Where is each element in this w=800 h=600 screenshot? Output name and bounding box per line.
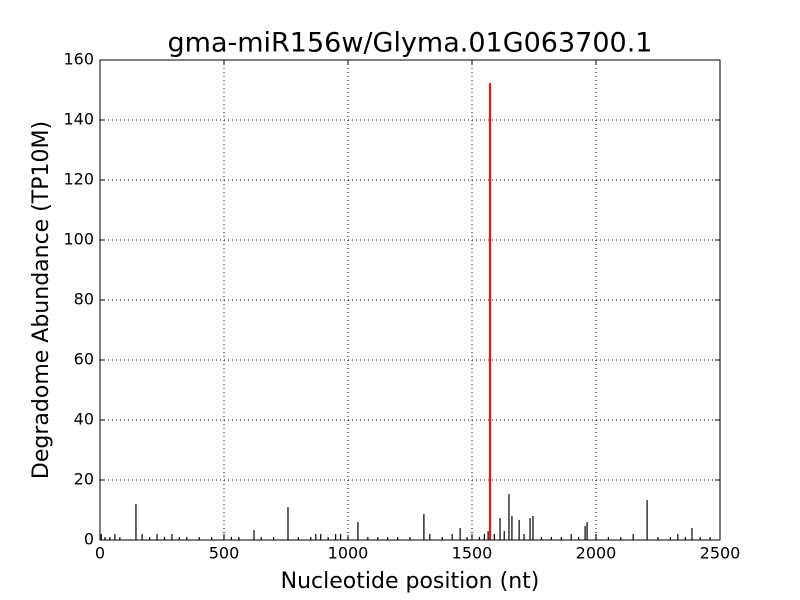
y-tick-label: 0	[84, 530, 94, 549]
chart-title: gma-miR156w/Glyma.01G063700.1	[168, 28, 653, 59]
x-tick-label: 1000	[328, 544, 369, 563]
y-tick-label: 100	[63, 230, 94, 249]
y-tick-label: 60	[74, 350, 94, 369]
x-tick-label: 2500	[700, 544, 741, 563]
y-tick-label: 80	[74, 290, 94, 309]
x-tick-label: 1500	[452, 544, 493, 563]
x-axis-label: Nucleotide position (nt)	[281, 569, 540, 594]
y-tick-label: 40	[74, 410, 94, 429]
y-tick-label: 160	[63, 50, 94, 69]
x-tick-label: 2000	[576, 544, 617, 563]
y-tick-label: 120	[63, 170, 94, 189]
y-tick-label: 20	[74, 470, 94, 489]
plot-frame	[99, 59, 721, 541]
y-tick-label: 140	[63, 110, 94, 129]
x-tick-label: 500	[209, 544, 240, 563]
x-tick-label: 0	[95, 544, 105, 563]
y-axis-label: Degradome Abundance (TP10M)	[29, 121, 54, 479]
